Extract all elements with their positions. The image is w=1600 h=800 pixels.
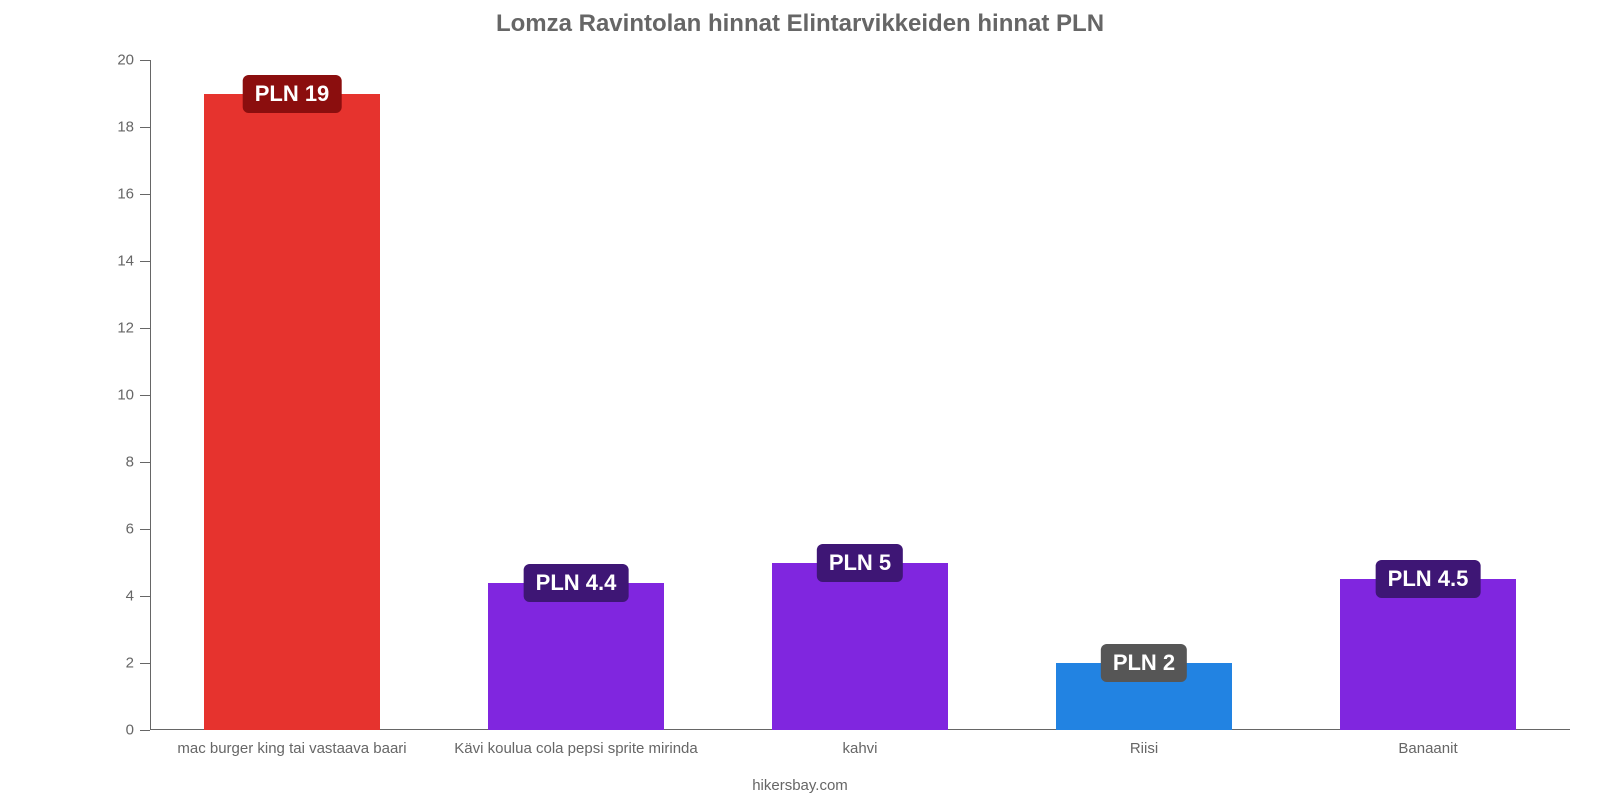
y-tick-label: 2 [126,655,150,672]
y-tick-label: 18 [117,119,150,136]
category-label: Banaanit [1398,730,1457,757]
bar [772,563,948,731]
plot-area: 02468101214161820PLN 19mac burger king t… [150,60,1570,730]
bar [488,583,664,730]
y-tick-label: 10 [117,387,150,404]
bar [204,94,380,731]
y-tick-label: 4 [126,588,150,605]
y-tick-label: 6 [126,521,150,538]
y-tick-label: 0 [126,722,150,739]
bar-value-label: PLN 4.4 [524,564,629,602]
bar-value-label: PLN 19 [243,75,342,113]
bar-value-label: PLN 2 [1101,644,1187,682]
bar-value-label: PLN 4.5 [1376,560,1481,598]
bar-value-label: PLN 5 [817,544,903,582]
chart-title: Lomza Ravintolan hinnat Elintarvikkeiden… [0,10,1600,38]
y-tick-label: 16 [117,186,150,203]
bar [1340,579,1516,730]
y-tick-label: 8 [126,454,150,471]
category-label: Riisi [1130,730,1158,757]
category-label: mac burger king tai vastaava baari [177,730,406,757]
price-bar-chart: Lomza Ravintolan hinnat Elintarvikkeiden… [0,0,1600,800]
chart-footer: hikersbay.com [0,777,1600,794]
y-tick-label: 14 [117,253,150,270]
y-axis [150,60,151,730]
y-tick-label: 12 [117,320,150,337]
category-label: Kävi koulua cola pepsi sprite mirinda [454,730,697,757]
category-label: kahvi [842,730,877,757]
y-tick-label: 20 [117,52,150,69]
